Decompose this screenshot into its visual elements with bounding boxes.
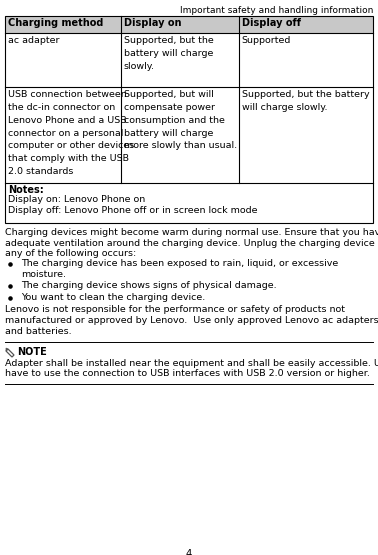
Text: USB connection between
the dc-in connector on
Lenovo Phone and a USB
connector o: USB connection between the dc-in connect… (8, 90, 134, 176)
Text: adequate ventilation around the charging device. Unplug the charging device if: adequate ventilation around the charging… (5, 239, 378, 248)
Text: have to use the connection to USB interfaces with USB 2.0 version or higher.: have to use the connection to USB interf… (5, 369, 370, 378)
Text: Supported, but will
compensate power
consumption and the
battery will charge
mor: Supported, but will compensate power con… (124, 90, 237, 150)
Text: Lenovo is not responsible for the performance or safety of products not: Lenovo is not responsible for the perfor… (5, 305, 345, 315)
Text: Charging method: Charging method (8, 18, 103, 28)
Text: Display off: Lenovo Phone off or in screen lock mode: Display off: Lenovo Phone off or in scre… (8, 206, 257, 215)
Text: any of the following occurs:: any of the following occurs: (5, 249, 136, 258)
Text: Supported: Supported (242, 36, 291, 45)
Bar (5, 16, 373, 223)
Text: The charging device has been exposed to rain, liquid, or excessive: The charging device has been exposed to … (21, 260, 338, 269)
Text: The charging device shows signs of physical damage.: The charging device shows signs of physi… (21, 281, 277, 290)
Text: manufactured or approved by Lenovo.  Use only approved Lenovo ac adapters: manufactured or approved by Lenovo. Use … (5, 316, 378, 325)
Text: Adapter shall be installed near the equipment and shall be easily accessible. Us: Adapter shall be installed near the equi… (5, 359, 378, 367)
Text: Supported, but the
battery will charge
slowly.: Supported, but the battery will charge s… (124, 36, 214, 70)
Text: NOTE: NOTE (17, 347, 47, 357)
Text: Supported, but the battery
will charge slowly.: Supported, but the battery will charge s… (242, 90, 369, 112)
Text: Notes:: Notes: (8, 185, 44, 195)
Text: 4: 4 (186, 549, 192, 555)
Text: Display on: Display on (124, 18, 181, 28)
Text: Display off: Display off (242, 18, 301, 28)
Polygon shape (6, 348, 8, 351)
Text: Important safety and handling information: Important safety and handling informatio… (180, 6, 373, 15)
Bar (5, 16, 373, 33)
Text: and batteries.: and batteries. (5, 326, 71, 336)
Text: moisture.: moisture. (21, 270, 66, 279)
Text: Display on: Lenovo Phone on: Display on: Lenovo Phone on (8, 195, 145, 204)
Text: You want to clean the charging device.: You want to clean the charging device. (21, 293, 205, 302)
Text: ac adapter: ac adapter (8, 36, 59, 45)
Text: Charging devices might become warm during normal use. Ensure that you have: Charging devices might become warm durin… (5, 228, 378, 237)
